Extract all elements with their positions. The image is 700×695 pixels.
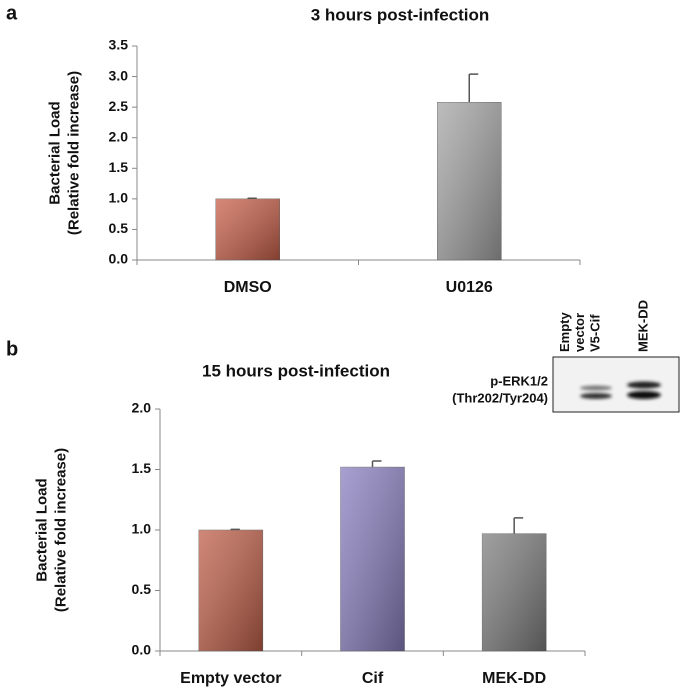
error-bar	[513, 517, 524, 534]
y-tick-label: 2.5	[109, 98, 129, 114]
x-tick-label: U0126	[446, 279, 493, 296]
y-tick-label: 1.0	[109, 190, 129, 206]
blot-label: (Thr202/Tyr204)	[452, 390, 548, 405]
x-tick-label: MEK-DD	[482, 670, 546, 687]
panel-label: a	[6, 2, 18, 24]
y-axis-label: Bacterial Load	[46, 101, 63, 204]
bar-group	[481, 517, 547, 652]
y-tick-label: 0.5	[109, 220, 129, 236]
y-tick-label: 1.5	[132, 460, 152, 476]
error-bar	[230, 528, 240, 531]
error-bar	[468, 73, 479, 103]
error-bar	[247, 197, 257, 199]
bar	[437, 102, 502, 261]
y-tick-label: 3.5	[109, 37, 129, 53]
blot-lane-label: Empty	[557, 312, 572, 353]
y-tick-label: 3.0	[109, 67, 129, 83]
y-tick-label: 1.0	[132, 521, 152, 537]
bar-group	[215, 197, 280, 261]
blot-lane-label: V5-Cif	[587, 314, 602, 352]
blot-lane-label: MEK-DD	[635, 300, 650, 352]
y-tick-label: 1.5	[109, 159, 129, 175]
bar	[340, 466, 405, 652]
x-tick-label: DMSO	[224, 279, 272, 296]
error-bar	[371, 460, 382, 468]
bar-group	[437, 73, 502, 261]
chart-title: 15 hours post-infection	[202, 361, 390, 380]
x-tick-label: Cif	[362, 670, 384, 687]
bar-group	[340, 460, 405, 652]
y-axis-label: (Relative fold increase)	[52, 448, 69, 612]
bar	[198, 529, 264, 652]
blot-lane-label: vector	[572, 313, 587, 352]
y-tick-label: 0.0	[109, 251, 129, 267]
blot-image	[552, 356, 680, 413]
y-axis-label: (Relative fold increase)	[65, 71, 82, 235]
bar	[481, 533, 547, 652]
bar	[215, 198, 280, 261]
blot-label: p-ERK1/2	[490, 373, 548, 388]
y-tick-label: 2.0	[132, 400, 152, 416]
y-tick-label: 2.0	[109, 128, 129, 144]
chart-title: 3 hours post-infection	[311, 5, 490, 24]
y-tick-label: 0.5	[132, 581, 152, 597]
y-axis-label: Bacterial Load	[33, 478, 50, 581]
panel-label: b	[6, 338, 18, 360]
bar-group	[198, 528, 264, 652]
x-tick-label: Empty vector	[180, 670, 281, 687]
y-tick-label: 0.0	[132, 642, 152, 658]
